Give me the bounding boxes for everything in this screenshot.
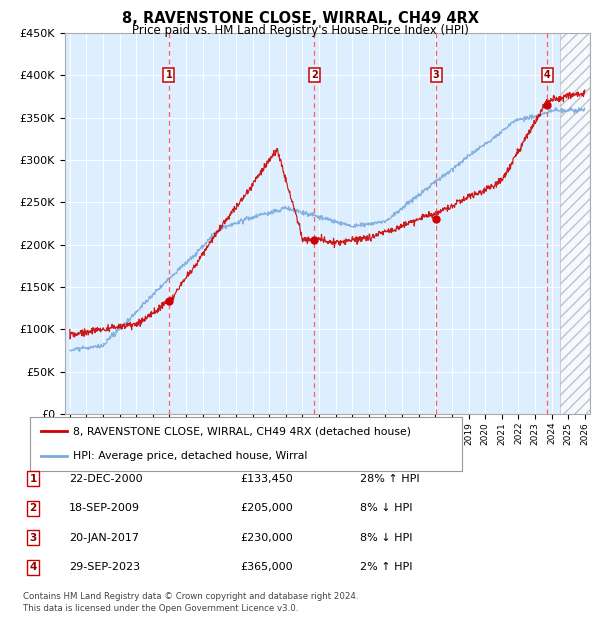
Bar (560, 33, 590, 414)
Text: 8, RAVENSTONE CLOSE, WIRRAL, CH49 4RX (detached house): 8, RAVENSTONE CLOSE, WIRRAL, CH49 4RX (d… (73, 427, 411, 436)
Text: 3: 3 (433, 70, 439, 80)
Text: £205,000: £205,000 (240, 503, 293, 513)
Text: 8, RAVENSTONE CLOSE, WIRRAL, CH49 4RX: 8, RAVENSTONE CLOSE, WIRRAL, CH49 4RX (121, 11, 479, 26)
Text: Price paid vs. HM Land Registry's House Price Index (HPI): Price paid vs. HM Land Registry's House … (131, 24, 469, 37)
Text: 8% ↓ HPI: 8% ↓ HPI (360, 503, 413, 513)
Text: 1: 1 (29, 474, 37, 484)
Text: 29-SEP-2023: 29-SEP-2023 (69, 562, 140, 572)
Text: 2: 2 (311, 70, 318, 80)
Text: 22-DEC-2000: 22-DEC-2000 (69, 474, 143, 484)
Text: 8% ↓ HPI: 8% ↓ HPI (360, 533, 413, 542)
Text: 20-JAN-2017: 20-JAN-2017 (69, 533, 139, 542)
Text: 2: 2 (29, 503, 37, 513)
Text: 28% ↑ HPI: 28% ↑ HPI (360, 474, 419, 484)
Text: This data is licensed under the Open Government Licence v3.0.: This data is licensed under the Open Gov… (23, 604, 298, 613)
Text: £133,450: £133,450 (240, 474, 293, 484)
Text: 1: 1 (166, 70, 172, 80)
Text: 2% ↑ HPI: 2% ↑ HPI (360, 562, 413, 572)
Text: £230,000: £230,000 (240, 533, 293, 542)
Text: 18-SEP-2009: 18-SEP-2009 (69, 503, 140, 513)
Text: 4: 4 (544, 70, 551, 80)
Text: HPI: Average price, detached house, Wirral: HPI: Average price, detached house, Wirr… (73, 451, 308, 461)
Text: £365,000: £365,000 (240, 562, 293, 572)
Text: 4: 4 (29, 562, 37, 572)
Text: 3: 3 (29, 533, 37, 542)
Text: Contains HM Land Registry data © Crown copyright and database right 2024.: Contains HM Land Registry data © Crown c… (23, 592, 358, 601)
